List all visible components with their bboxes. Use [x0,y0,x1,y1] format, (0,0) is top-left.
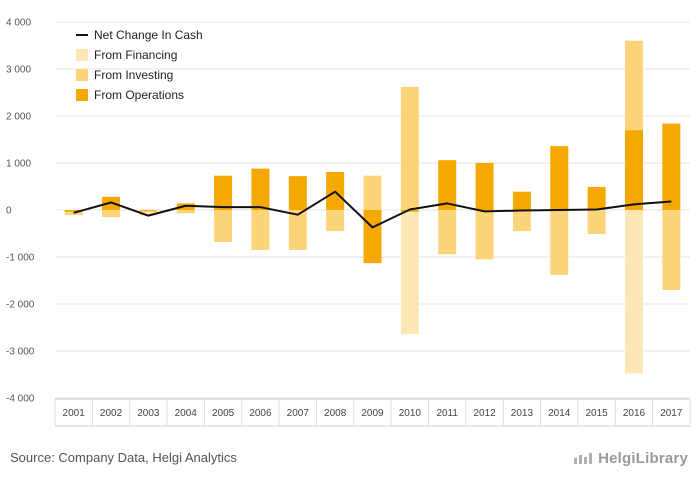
y-tick-label: -2 000 [6,300,35,311]
bar-from-financing [624,210,643,374]
bar-from-investing [475,210,494,260]
legend-label: From Operations [94,88,184,102]
bar-from-financing [400,211,419,335]
bar-from-operations [288,176,307,210]
y-tick-label: -1 000 [6,253,35,264]
legend: Net Change In Cash From Financing From Inv… [76,28,203,102]
bar-from-operations [214,175,233,210]
x-tick-label: 2015 [585,408,608,419]
bar-from-investing [363,175,382,210]
x-tick-label: 2008 [324,408,347,419]
x-tick-label: 2004 [175,408,198,419]
y-tick-label: -4 000 [6,394,35,405]
x-tick-label: 2010 [399,408,422,419]
x-tick-label: 2006 [249,408,272,419]
legend-label: From Financing [94,48,177,62]
bar-from-investing [251,210,270,250]
bar-from-investing [400,86,419,210]
x-tick-label: 2002 [100,408,123,419]
bar-from-operations [550,146,569,210]
bar-from-operations [251,168,270,210]
brand-icon [574,453,593,464]
x-tick-label: 2013 [511,408,534,419]
bar-from-investing [64,211,83,216]
bar-from-operations [512,191,531,210]
net-change-line [73,190,672,229]
bar-from-investing [662,210,681,290]
legend-swatch [76,49,88,61]
bar-from-operations [363,210,382,264]
x-tick-label: 2014 [548,408,571,419]
bar-from-operations [624,130,643,210]
x-tick-label: 2017 [660,408,683,419]
bar-from-investing [587,210,606,234]
x-tick-label: 2003 [137,408,160,419]
bar-from-operations [438,160,457,210]
net-change-line-layer [73,190,672,229]
bar-from-investing [438,210,457,255]
y-tick-label: 1 000 [6,159,31,170]
legend-label: From Investing [94,68,173,82]
y-tick-label: 3 000 [6,65,31,76]
bar-from-operations [139,210,158,211]
bar-from-operations [64,210,83,212]
cash-flow-chart: 4 000 3 000 2 000 1 000 0 -1 000 -2 000 -3 000 -… [6,18,691,427]
bar-from-investing [624,40,643,131]
legend-swatch [76,69,88,81]
bar-from-operations [400,210,419,212]
x-tick-label: 2009 [361,408,384,419]
x-tick-label: 2012 [473,408,496,419]
bar-from-investing [512,210,531,232]
x-tick-label: 2001 [63,408,86,419]
y-tick-label: -3 000 [6,347,35,358]
bar-from-investing [550,210,569,275]
bar-from-investing [176,210,195,214]
bar-from-financing [139,212,158,216]
legend-label: Net Change In Cash [94,28,203,42]
y-tick-label: 2 000 [6,112,31,123]
bar-from-operations [662,123,681,210]
x-tick-label: 2016 [623,408,646,419]
y-tick-label: 4 000 [6,18,31,29]
x-tick-label: 2011 [436,408,458,419]
bar-from-investing [102,210,121,218]
bars [64,40,681,374]
y-tick-label: 0 [6,206,12,217]
brand-name: HelgiLibrary [598,450,688,467]
axes: 4 000 3 000 2 000 1 000 0 -1 000 -2 000 -3 000 -… [6,18,691,427]
bar-from-investing [288,210,307,250]
brand-logo: HelgiLibrary [573,450,688,467]
bar-from-operations [475,163,494,210]
bar-from-investing [139,210,158,213]
bar-from-operations [587,186,606,210]
x-tick-label: 2005 [212,408,235,419]
legend-swatch [76,89,88,101]
bar-from-investing [326,210,345,232]
bar-from-investing [214,210,233,242]
x-tick-label: 2007 [287,408,310,419]
source-note: Source: Company Data, Helgi Analytics [10,450,237,465]
